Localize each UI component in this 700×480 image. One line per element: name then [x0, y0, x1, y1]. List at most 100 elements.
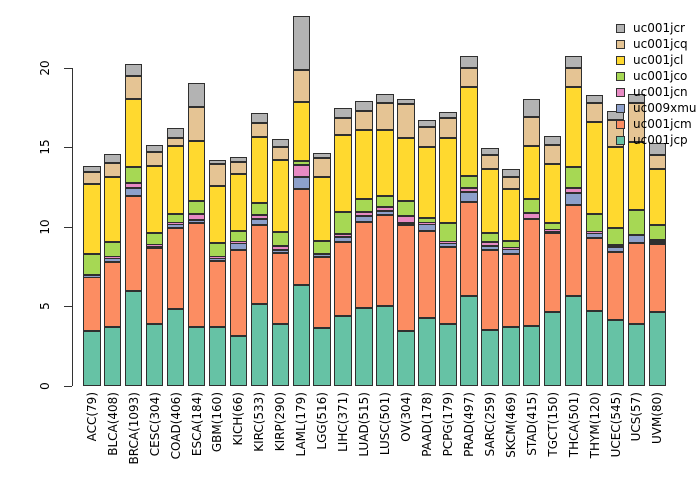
x-tick-label: SKCM(469) — [503, 392, 518, 458]
segment-uc001jcl — [627, 141, 646, 210]
segment-uc001jcm — [313, 256, 331, 329]
segment-uc001jcl — [418, 147, 436, 218]
segment-uc001jco — [439, 222, 457, 243]
segment-uc009xmu — [648, 242, 667, 245]
x-tick-label: TGCT(150) — [545, 392, 560, 457]
legend-swatch-uc001jcq — [616, 39, 625, 49]
segment-uc001jcl — [397, 137, 415, 202]
segment-uc001jcp — [502, 327, 520, 386]
segment-uc001jcq — [460, 67, 478, 88]
segment-uc001jcn — [481, 241, 499, 247]
segment-uc009xmu — [397, 222, 415, 225]
legend-label: uc001jco — [633, 69, 688, 83]
segment-uc001jcq — [481, 154, 499, 169]
segment-uc001jcp — [313, 328, 331, 386]
segment-uc001jco — [606, 228, 625, 245]
segment-uc001jcm — [83, 277, 101, 332]
x-tick-label: PAAD(178) — [419, 392, 434, 457]
legend: uc001jcr uc001jcq uc001jcl uc001jco uc001jcn… — [616, 20, 697, 148]
y-tick-label: 0 — [38, 381, 52, 390]
segment-uc001jcp — [229, 336, 248, 386]
bar-ov — [397, 98, 415, 386]
segment-uc001jcp — [564, 296, 583, 386]
segment-uc001jcn — [124, 182, 143, 188]
segment-uc009xmu — [187, 220, 206, 224]
segment-uc009xmu — [229, 243, 248, 250]
bar-prad — [460, 55, 478, 386]
segment-uc001jcr — [481, 148, 499, 155]
segment-uc001jcp — [355, 307, 373, 386]
bar-lusc — [376, 93, 394, 386]
segment-uc001jcn — [585, 232, 604, 233]
segment-uc001jcq — [313, 158, 331, 178]
segment-uc001jcp — [292, 284, 310, 386]
segment-uc001jcl — [502, 189, 520, 241]
legend-row-uc001jco: uc001jco — [616, 68, 697, 84]
segment-uc001jcn — [145, 244, 164, 246]
segment-uc001jcp — [334, 316, 352, 386]
x-tick-label: KICH(66) — [231, 392, 246, 446]
segment-uc001jcq — [334, 117, 352, 136]
segment-uc009xmu — [376, 210, 394, 215]
segment-uc001jcm — [397, 224, 415, 332]
segment-uc009xmu — [439, 243, 457, 248]
segment-uc001jcr — [103, 154, 122, 163]
segment-uc001jco — [418, 217, 436, 224]
segment-uc001jcn — [208, 256, 227, 258]
segment-uc001jcn — [397, 216, 415, 223]
x-tick-label: BRCA(1093) — [126, 392, 141, 465]
segment-uc001jcn — [376, 207, 394, 211]
bar-stad — [522, 98, 541, 386]
segment-uc001jcr — [166, 128, 185, 138]
segment-uc001jcq — [397, 104, 415, 138]
segment-uc001jcr — [376, 93, 394, 103]
segment-uc001jcm — [334, 241, 352, 317]
segment-uc001jcn — [439, 242, 457, 244]
segment-uc001jcq — [166, 137, 185, 147]
segment-uc001jcr — [543, 135, 562, 146]
segment-uc001jcp — [250, 304, 269, 386]
segment-uc001jcn — [229, 242, 248, 244]
x-tick-label: KIRP(290) — [273, 392, 288, 452]
segment-uc001jcr — [208, 159, 227, 164]
segment-uc009xmu — [313, 254, 331, 257]
segment-uc001jcr — [334, 108, 352, 118]
y-tick-mark — [64, 306, 72, 307]
segment-uc001jcl — [460, 87, 478, 177]
segment-uc001jcl — [564, 86, 583, 167]
segment-uc001jcq — [187, 107, 206, 141]
segment-uc001jcm — [648, 244, 667, 313]
segment-uc001jcm — [124, 195, 143, 291]
legend-label: uc001jcn — [633, 85, 688, 99]
segment-uc009xmu — [250, 218, 269, 225]
segment-uc001jcn — [313, 253, 331, 255]
segment-uc001jcq — [648, 155, 667, 169]
segment-uc001jcm — [208, 260, 227, 328]
x-tick-label: LGG(516) — [315, 392, 330, 450]
legend-swatch-uc001jcl — [616, 55, 625, 65]
segment-uc001jcl — [334, 135, 352, 213]
segment-uc001jcr — [585, 95, 604, 104]
bar-sarc — [481, 148, 499, 386]
segment-uc009xmu — [481, 246, 499, 250]
legend-row-uc001jcn: uc001jcn — [616, 84, 697, 100]
segment-uc001jcl — [606, 147, 625, 229]
segment-uc001jco — [543, 223, 562, 230]
x-tick-label: THYM(120) — [587, 392, 602, 459]
segment-uc001jcl — [83, 184, 101, 255]
bar-coad — [166, 128, 185, 386]
bar-thca — [564, 55, 583, 386]
segment-uc001jcq — [355, 111, 373, 130]
x-tick-label: KIRC(533) — [252, 392, 267, 452]
segment-uc001jcr — [355, 100, 373, 112]
segment-uc009xmu — [502, 248, 520, 255]
segment-uc001jcp — [187, 327, 206, 386]
segment-uc009xmu — [124, 187, 143, 196]
segment-uc001jcn — [103, 256, 122, 258]
segment-uc001jcq — [564, 67, 583, 87]
segment-uc001jco — [313, 240, 331, 254]
segment-uc001jcq — [418, 127, 436, 148]
y-tick-mark — [64, 67, 72, 69]
legend-swatch-uc001jcr — [616, 23, 625, 33]
legend-swatch-uc001jcn — [616, 87, 625, 97]
